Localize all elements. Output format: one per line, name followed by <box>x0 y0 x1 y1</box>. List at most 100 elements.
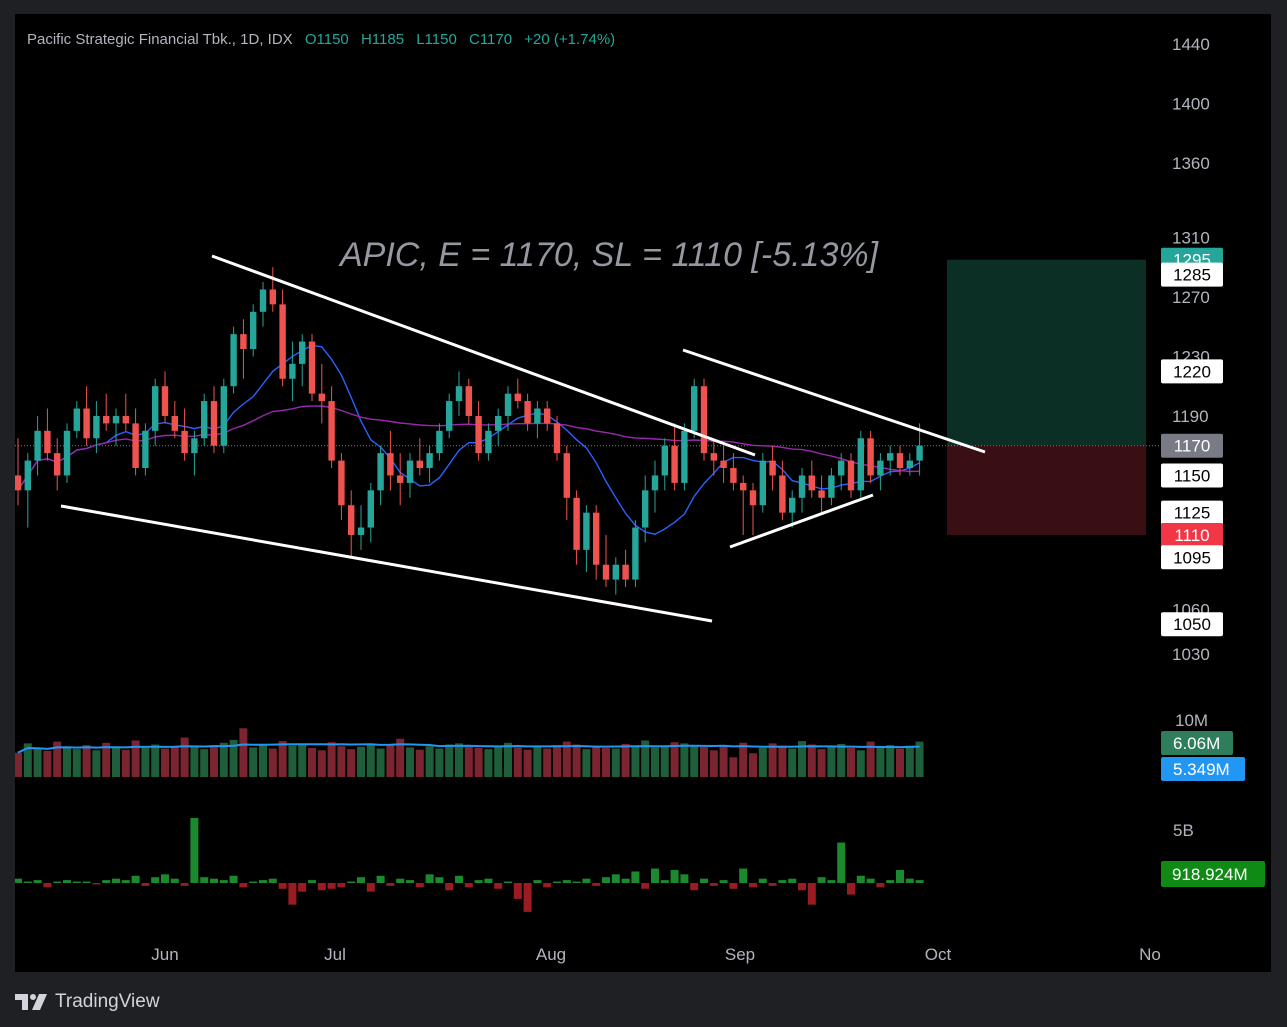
volume-bar <box>43 750 52 777</box>
candle-body <box>103 415 110 424</box>
chart-canvas[interactable]: APIC, E = 1170, SL = 1110 [-5.13%] Pacif… <box>15 14 1271 972</box>
oscillator-bar <box>180 883 189 886</box>
oscillator-bar <box>807 883 816 905</box>
candle-body <box>416 460 423 469</box>
candle-body <box>642 490 649 528</box>
candle-body <box>171 415 178 431</box>
oscillator-bar <box>464 883 473 888</box>
price-label: 1125 <box>1174 504 1211 523</box>
oscillator-bar <box>533 880 542 883</box>
oscillator-bar <box>63 880 71 883</box>
oscillator-bar <box>504 881 512 883</box>
volume-bar <box>396 738 405 777</box>
oscillator-bar <box>494 883 503 889</box>
oscillator-bar <box>23 881 32 883</box>
candle-body <box>887 453 894 461</box>
oscillator-bar <box>553 881 561 883</box>
volume-bar <box>425 746 434 777</box>
candle-body <box>230 334 237 387</box>
volume-bar <box>386 745 395 777</box>
volume-bar <box>170 746 179 777</box>
price-axis[interactable]: 1440140013601310127012301190106010301295… <box>1161 35 1265 887</box>
volume-bar <box>268 748 277 777</box>
volume-bar <box>494 745 503 777</box>
candle-body <box>906 460 913 469</box>
candle-body <box>740 482 747 491</box>
chart-frame[interactable]: APIC, E = 1170, SL = 1110 [-5.13%] Pacif… <box>15 14 1271 972</box>
volume-bar <box>709 750 718 777</box>
volume-bar <box>758 748 767 777</box>
volume-bar <box>621 743 630 777</box>
oscillator-bar <box>141 883 150 886</box>
candle-body <box>681 430 688 483</box>
volume-bar <box>553 745 561 777</box>
volume-bar <box>337 746 346 777</box>
volume-bar <box>641 740 650 777</box>
candle-body <box>838 460 845 476</box>
volume-bar <box>847 748 855 777</box>
candle-body <box>328 401 335 461</box>
position-annotation: APIC, E = 1170, SL = 1110 [-5.13%] <box>338 236 880 274</box>
oscillator-bar <box>435 877 444 883</box>
volume-bar <box>533 746 542 777</box>
oscillator-bar <box>327 883 336 889</box>
candlestick-series <box>15 267 923 595</box>
candle-body <box>710 453 717 461</box>
volume-tick-label: 10M <box>1175 711 1208 730</box>
oscillator-bar <box>190 818 199 883</box>
time-tick-label: Sep <box>725 945 755 964</box>
volume-bar <box>817 749 826 777</box>
oscillator-tick-label: 5B <box>1173 821 1194 840</box>
price-label-box <box>1161 522 1223 547</box>
time-axis[interactable]: Jun Jul Aug Sep Oct No <box>151 945 1161 964</box>
volume-bar <box>504 742 512 777</box>
volume-bar <box>72 749 81 777</box>
oscillator-bar <box>680 874 689 883</box>
oscillator-bar <box>102 880 111 883</box>
candle-body <box>83 408 90 439</box>
volume-bar <box>102 742 111 777</box>
oscillator-bar <box>455 875 463 883</box>
oscillator-bar <box>602 877 610 883</box>
candle-body <box>661 445 668 476</box>
candle-body <box>15 475 22 491</box>
candle-body <box>269 289 276 305</box>
volume-bar <box>729 757 738 777</box>
oscillator-bar <box>690 883 699 891</box>
volume-bar <box>327 742 336 777</box>
candle-body <box>779 475 786 513</box>
candle-body <box>24 460 31 491</box>
oscillator-bar <box>513 883 522 899</box>
volume-bar <box>141 748 150 777</box>
candle-body <box>534 408 541 424</box>
oscillator-bar <box>386 883 395 886</box>
volume-bar <box>513 747 522 777</box>
candle-body <box>514 393 521 402</box>
volume-bar <box>807 744 816 777</box>
oscillator-bar <box>876 883 885 888</box>
oscillator-bar <box>700 878 708 883</box>
volume-bar <box>23 743 32 777</box>
volume-bar <box>347 749 356 777</box>
volume-bar <box>151 744 160 777</box>
oscillator-label-box <box>1161 861 1265 887</box>
volume-label-box <box>1161 731 1233 755</box>
price-label: 1170 <box>1174 437 1211 456</box>
candle-body <box>544 408 551 424</box>
oscillator-bar <box>317 883 326 891</box>
candle-body <box>730 468 737 483</box>
trendline <box>729 493 874 549</box>
trendline <box>211 254 756 457</box>
oscillator-bar <box>210 878 218 883</box>
candle-body <box>240 334 247 349</box>
volume-bar <box>259 743 267 777</box>
oscillator-bar <box>308 880 316 883</box>
oscillator-bar <box>484 878 493 883</box>
volume-bar <box>719 746 728 777</box>
oscillator-bar <box>611 874 620 883</box>
volume-bar <box>190 746 199 777</box>
volume-bar <box>219 742 228 777</box>
candle-body <box>308 341 316 394</box>
candle-body <box>397 475 404 483</box>
price-label-box <box>1161 359 1223 384</box>
